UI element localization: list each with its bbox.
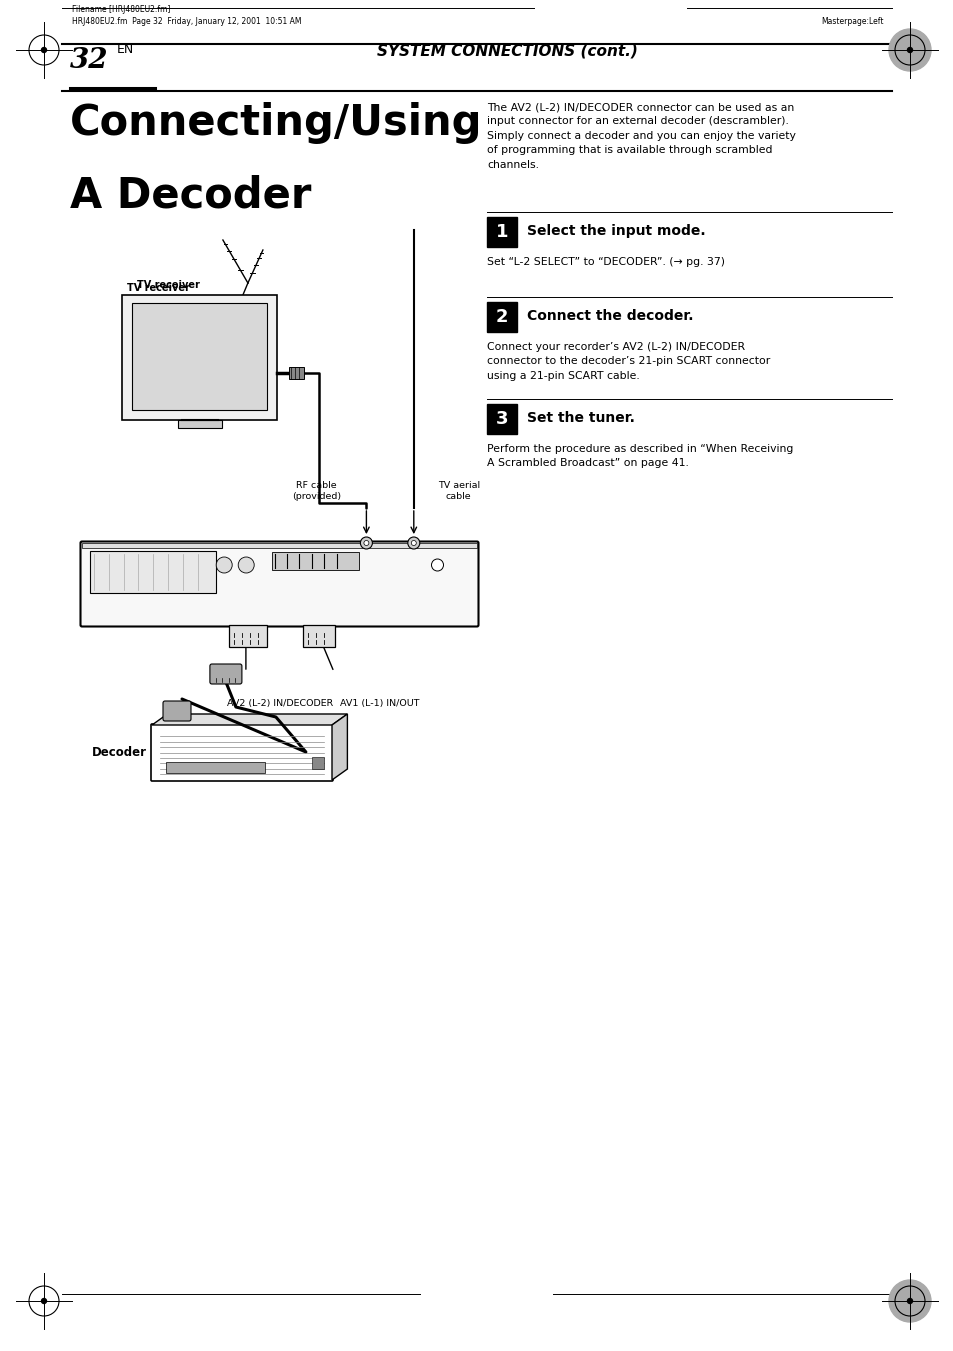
- Circle shape: [407, 536, 419, 549]
- Bar: [486, 303, 517, 332]
- Polygon shape: [152, 713, 347, 725]
- Circle shape: [888, 1279, 930, 1323]
- Text: AV2 (L-2) IN/DECODER: AV2 (L-2) IN/DECODER: [227, 698, 333, 708]
- Polygon shape: [332, 713, 347, 780]
- FancyBboxPatch shape: [80, 542, 478, 627]
- FancyBboxPatch shape: [151, 724, 333, 781]
- Text: HRJ480EU2.fm  Page 32  Friday, January 12, 2001  10:51 AM: HRJ480EU2.fm Page 32 Friday, January 12,…: [71, 18, 301, 26]
- Text: TV receiver: TV receiver: [127, 282, 190, 293]
- Circle shape: [42, 47, 47, 53]
- Text: EN: EN: [117, 43, 134, 55]
- Text: Set “L-2 SELECT” to “DECODER”. (→ pg. 37): Set “L-2 SELECT” to “DECODER”. (→ pg. 37…: [486, 257, 724, 267]
- Text: 2: 2: [496, 308, 508, 326]
- Bar: [303, 626, 335, 647]
- FancyBboxPatch shape: [163, 701, 191, 721]
- Bar: [166, 762, 265, 773]
- Bar: [122, 295, 276, 420]
- Text: TV aerial
cable: TV aerial cable: [437, 481, 479, 501]
- Circle shape: [216, 557, 232, 573]
- Circle shape: [360, 536, 372, 549]
- Text: Connect your recorder’s AV2 (L-2) IN/DECODER
connector to the decoder’s 21-pin S: Connect your recorder’s AV2 (L-2) IN/DEC…: [486, 342, 769, 381]
- Text: Connect the decoder.: Connect the decoder.: [526, 309, 693, 323]
- Bar: [177, 420, 221, 428]
- Bar: [229, 626, 267, 647]
- Bar: [82, 543, 476, 549]
- Text: SYSTEM CONNECTIONS (cont.): SYSTEM CONNECTIONS (cont.): [376, 43, 637, 58]
- Text: 3: 3: [496, 409, 508, 428]
- Text: A Decoder: A Decoder: [70, 174, 311, 216]
- Bar: [289, 366, 304, 378]
- FancyBboxPatch shape: [210, 663, 242, 684]
- Text: Select the input mode.: Select the input mode.: [526, 224, 705, 238]
- Text: The AV2 (L-2) IN/DECODER connector can be used as an
input connector for an exte: The AV2 (L-2) IN/DECODER connector can b…: [486, 101, 795, 170]
- Bar: [132, 303, 267, 409]
- Text: Connecting/Using: Connecting/Using: [70, 101, 482, 145]
- Text: RF cable
(provided): RF cable (provided): [292, 481, 340, 501]
- Circle shape: [363, 540, 369, 546]
- Bar: [312, 757, 324, 769]
- Text: Masterpage:Left: Masterpage:Left: [821, 18, 883, 26]
- Text: TV receiver: TV receiver: [137, 280, 200, 290]
- Text: Decoder: Decoder: [91, 746, 147, 759]
- Text: AV1 (L-1) IN/OUT: AV1 (L-1) IN/OUT: [339, 698, 419, 708]
- Bar: [486, 404, 517, 434]
- Circle shape: [42, 1298, 47, 1304]
- Text: Set the tuner.: Set the tuner.: [526, 411, 634, 426]
- Bar: [486, 218, 517, 247]
- Bar: [90, 551, 216, 593]
- Text: 1: 1: [496, 223, 508, 240]
- Circle shape: [888, 28, 930, 72]
- Circle shape: [238, 557, 253, 573]
- Circle shape: [906, 47, 911, 53]
- Bar: [272, 553, 358, 570]
- Text: Perform the procedure as described in “When Receiving
A Scrambled Broadcast” on : Perform the procedure as described in “W…: [486, 444, 793, 469]
- Text: 32: 32: [70, 47, 109, 74]
- Circle shape: [411, 540, 416, 546]
- Text: Filename [HRJ480EU2.fm]: Filename [HRJ480EU2.fm]: [71, 5, 171, 14]
- Circle shape: [431, 559, 443, 571]
- Circle shape: [906, 1298, 911, 1304]
